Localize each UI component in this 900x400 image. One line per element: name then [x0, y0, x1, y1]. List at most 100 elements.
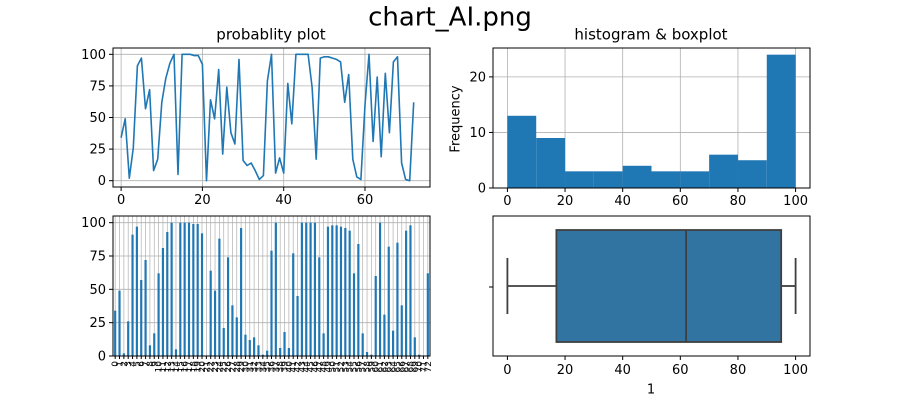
index-bar: [357, 244, 360, 356]
index-bar: [383, 314, 386, 356]
line-plot-xtick-label: 60: [357, 193, 374, 208]
index-bar: [157, 273, 160, 356]
index-bar: [226, 257, 230, 356]
boxplot-xtick-label: 20: [557, 363, 574, 378]
index-bar: [166, 232, 169, 356]
histogram-title: histogram & boxplot: [574, 26, 727, 44]
boxplot-box: [555, 229, 783, 343]
index-bar: [296, 296, 299, 356]
index-bar: [374, 276, 377, 356]
index-bar: [174, 349, 178, 356]
index-bar-ytick-label: 25: [89, 316, 106, 331]
index-bar: [326, 226, 330, 356]
index-bar-xtick-label: 48: [320, 361, 330, 373]
index-bar-xtick-label: 2: [120, 361, 130, 367]
line-plot-ytick-label: 75: [89, 79, 106, 94]
index-bar: [135, 226, 138, 356]
index-bar-xtick-label: 16: [181, 361, 191, 373]
index-bar: [365, 352, 369, 356]
index-bar-xtick-label: 33: [255, 361, 265, 372]
histogram-bar: [680, 171, 710, 188]
histogram-bar: [507, 115, 537, 188]
index-bar-xtick-label: 8: [146, 361, 156, 367]
index-bar-xtick-label: 57: [359, 361, 369, 372]
index-bar-xtick-label: 50: [328, 361, 338, 373]
index-bar: [240, 228, 243, 356]
index-bar-xtick-label: 15: [176, 361, 186, 372]
index-bar-xtick-label: 67: [402, 361, 412, 372]
line-plot-xtick-label: 40: [275, 193, 292, 208]
histogram-xtick-label: 80: [730, 194, 747, 209]
index-bar-xtick-label: 19: [194, 361, 204, 373]
index-bar-xtick-label: 66: [398, 361, 408, 373]
index-bar-xtick-label: 35: [263, 361, 273, 372]
index-bar: [331, 225, 334, 356]
index-bar: [361, 333, 364, 356]
index-bar-xtick-label: 65: [393, 361, 403, 372]
line-plot-ytick-label: 0: [98, 174, 106, 189]
index-bar-xtick-label: 36: [268, 361, 278, 373]
index-bar: [140, 280, 143, 356]
index-bar-xtick-label: 49: [324, 361, 334, 373]
index-bar-xtick-label: 52: [337, 361, 347, 372]
index-bar: [248, 340, 251, 356]
index-bar: [222, 328, 225, 356]
index-bar-xtick-label: 46: [311, 361, 321, 373]
index-bar-xtick-label: 47: [315, 361, 325, 372]
index-bar: [209, 270, 212, 356]
series-line: [120, 53, 415, 182]
index-bar: [127, 321, 130, 356]
histogram-xtick-label: 40: [614, 194, 631, 209]
histogram-bar: [593, 171, 623, 188]
index-bar: [413, 337, 416, 356]
index-bar-xtick-label: 12: [163, 361, 173, 372]
index-bar: [161, 248, 165, 356]
index-bar-xtick-label: 24: [215, 361, 225, 373]
index-bar: [387, 246, 390, 356]
index-bar-xtick-label: 25: [220, 361, 230, 372]
boxplot-axes: 1 0 20 40 60 80 100: [489, 215, 811, 398]
index-bar-xtick-label: 70: [415, 361, 425, 373]
index-bar-frame: [112, 215, 431, 357]
histogram-bar: [709, 154, 738, 188]
index-bar: [418, 354, 421, 356]
index-bar: [200, 233, 204, 356]
index-bar: [426, 273, 429, 356]
boxplot-xlabel: 1: [647, 383, 655, 398]
index-bar-xtick-label: 32: [250, 361, 260, 372]
histogram-bar: [565, 171, 594, 188]
index-bar-ytick-label: 100: [81, 216, 106, 231]
index-bar-xtick-label: 72: [424, 361, 434, 372]
index-bar-xtick-label: 21: [202, 361, 212, 372]
index-bar: [131, 234, 134, 356]
index-bar-xtick-label: 58: [363, 361, 373, 373]
histogram-xtick-label: 100: [783, 194, 808, 209]
index-bar-xtick-label: 6: [137, 361, 147, 367]
index-bar-xtick-label: 23: [211, 361, 221, 372]
index-bar-xtick-label: 61: [376, 361, 386, 372]
index-bar-xtick-label: 53: [341, 361, 351, 372]
index-bar-xtick-label: 18: [189, 361, 199, 373]
line-plot-axes: probablity plot 0 20 40 60 0 25 50 75 100: [81, 26, 431, 208]
index-bar-xtick-label: 63: [385, 361, 395, 372]
boxplot-xtick-label: 100: [783, 363, 808, 378]
index-bar-xtick-label: 29: [237, 361, 247, 373]
histogram-bar: [737, 160, 767, 188]
index-bar: [348, 230, 351, 356]
index-bar-xtick-label: 20: [198, 361, 208, 373]
index-bar-xtick-label: 40: [285, 361, 295, 373]
index-bar: [148, 345, 151, 356]
index-bar-xtick-label: 13: [168, 361, 178, 372]
index-bar: [400, 305, 403, 356]
index-bar-xtick-label: 62: [380, 361, 390, 372]
histogram-axes: histogram & boxplot Frequency 0 20 40 60 80 1…: [449, 26, 811, 209]
index-bar-xtick-label: 5: [133, 361, 143, 367]
index-bar-xtick-label: 38: [276, 361, 286, 373]
index-bar-xtick-label: 14: [172, 361, 182, 373]
index-bar-xtick-label: 27: [228, 361, 238, 372]
index-bar: [309, 222, 312, 356]
index-bar-xtick-label: 30: [241, 361, 251, 373]
index-bar: [118, 290, 121, 356]
index-bar: [270, 250, 273, 356]
index-bar: [266, 350, 269, 356]
